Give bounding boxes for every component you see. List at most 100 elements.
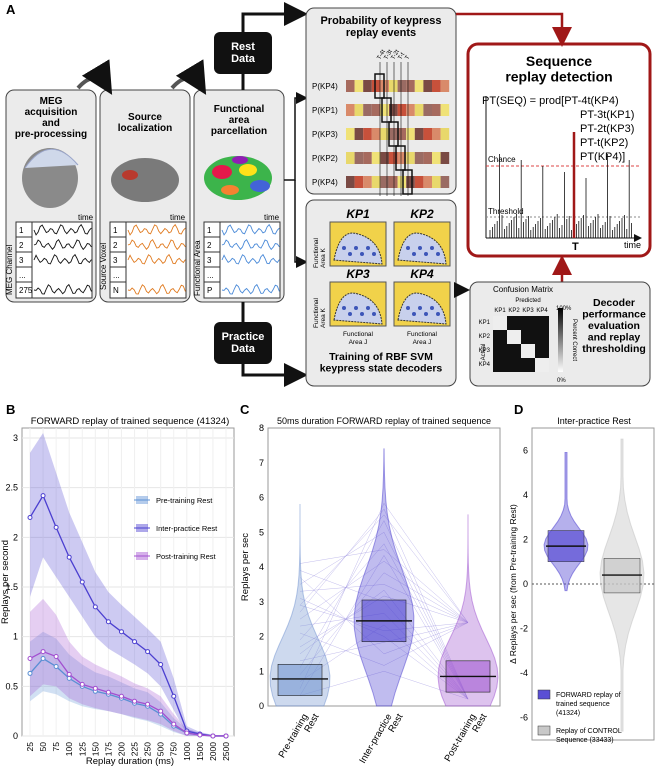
- trace-row-label: 2: [19, 241, 24, 250]
- trace-row-label: 1: [113, 226, 118, 235]
- text-line: replay detection: [505, 68, 612, 84]
- trace-line: [127, 253, 186, 265]
- prob-cell: [346, 104, 355, 116]
- subject-line: [299, 520, 469, 700]
- y-tick: 7: [259, 458, 264, 468]
- trace-line: [33, 223, 92, 236]
- prob-cell: [414, 128, 424, 140]
- data-point: [66, 671, 72, 677]
- sequence-replay-box: Sequence replay detection PT(SEQ) = prod[…: [466, 42, 652, 258]
- svm-axis-x: Functional: [343, 331, 374, 338]
- prob-cell: [397, 80, 407, 92]
- y-label: Replays per sec: [240, 533, 251, 601]
- subject-line: [299, 502, 469, 689]
- prob-cell: [432, 152, 441, 164]
- cm-cell: [535, 358, 549, 372]
- data-point: [210, 733, 216, 739]
- text-line: Practice: [222, 331, 265, 343]
- trace-line: [221, 223, 280, 236]
- trace-row-label: ...: [207, 271, 214, 280]
- svm-title: Training of RBF SVM keypress state decode…: [320, 351, 443, 375]
- source-axis-label: Source Voxel: [99, 243, 108, 290]
- data-point: [27, 656, 33, 662]
- prob-cell: [406, 104, 415, 116]
- legend-label: Replay of CONTROL: [556, 728, 622, 735]
- data-point: [223, 733, 229, 739]
- predicted-label: Predicted: [515, 298, 540, 304]
- prob-cell: [371, 128, 381, 140]
- text-line: thresholding: [582, 343, 646, 355]
- violin: [437, 514, 499, 707]
- trace-row-label: 3: [19, 256, 24, 265]
- cm-cell: [521, 330, 535, 344]
- svm-boundary: [397, 232, 447, 265]
- y-tick: -2: [520, 624, 528, 634]
- svm-point: [430, 246, 434, 250]
- trace-row-label: 1: [207, 226, 212, 235]
- svm-point: [360, 312, 364, 316]
- cm-cell: [507, 344, 521, 358]
- chance-label: Chance: [488, 155, 516, 164]
- data-point: [105, 689, 111, 695]
- trace-row-label: 1: [19, 226, 24, 235]
- legend-label: Pre-training Rest: [156, 496, 213, 505]
- prob-cell: [354, 176, 364, 188]
- svm-point: [406, 306, 410, 310]
- svm-point: [366, 246, 370, 250]
- legend-swatch: [537, 689, 551, 700]
- svm-point: [436, 312, 440, 316]
- legend-label: Post-training Rest: [156, 552, 217, 561]
- data-point: [53, 663, 59, 669]
- subject-line: [299, 595, 469, 648]
- y-tick: 2: [13, 532, 18, 542]
- x-tick: 1000: [182, 742, 192, 761]
- subject-line: [299, 549, 469, 623]
- x-tick: 2500: [221, 742, 231, 761]
- data-point: [27, 670, 33, 676]
- text-line: localization: [118, 123, 172, 134]
- prob-highlight: [402, 169, 413, 195]
- prob-cell: [440, 104, 450, 116]
- prob-cell: [363, 176, 372, 188]
- legend-label: Inter-practice Rest: [156, 524, 218, 533]
- cm-cell: [493, 358, 507, 372]
- data-point: [40, 656, 46, 662]
- prob-highlight: [374, 73, 385, 99]
- y-tick: 3: [13, 433, 18, 443]
- text-line: Data: [231, 53, 256, 65]
- svm-point: [354, 306, 358, 310]
- cm-row-label: KP3: [479, 348, 491, 354]
- trace-line: [221, 238, 280, 251]
- y-tick: 0: [259, 701, 264, 711]
- svm-boundary: [333, 292, 383, 325]
- data-point: [66, 554, 72, 560]
- svm-point: [372, 312, 376, 316]
- svm-point: [348, 252, 352, 256]
- prob-cell: [346, 152, 355, 164]
- prob-cell: [389, 128, 398, 140]
- text-line: pre-processing: [15, 129, 87, 140]
- cm-row-label: KP2: [479, 334, 491, 340]
- prob-row-label: P(KP3): [312, 130, 338, 139]
- panel-d-label: D: [514, 402, 523, 417]
- text-line: Source: [128, 112, 162, 123]
- probability-box: Probability of keypress replay events P(K…: [305, 7, 457, 196]
- y-tick: 4: [523, 490, 528, 500]
- text-line: Decoder: [593, 297, 635, 309]
- svm-point: [412, 252, 416, 256]
- data-point: [40, 493, 46, 499]
- cm-row-label: KP1: [479, 320, 491, 326]
- x-tick: 125: [77, 742, 87, 756]
- pct-label: Percent Correct: [571, 319, 577, 361]
- source-time-label: time: [170, 213, 186, 222]
- time-tick: T-2t: [391, 49, 402, 61]
- data-point: [92, 604, 98, 610]
- y-tick: 1: [13, 632, 18, 642]
- parcellation-step-title: Functional area parcellation: [211, 104, 267, 137]
- data-point: [145, 701, 151, 707]
- data-point: [92, 685, 98, 691]
- prob-cell: [371, 176, 381, 188]
- trace-line: [33, 253, 92, 265]
- x-tick: 50: [38, 742, 48, 752]
